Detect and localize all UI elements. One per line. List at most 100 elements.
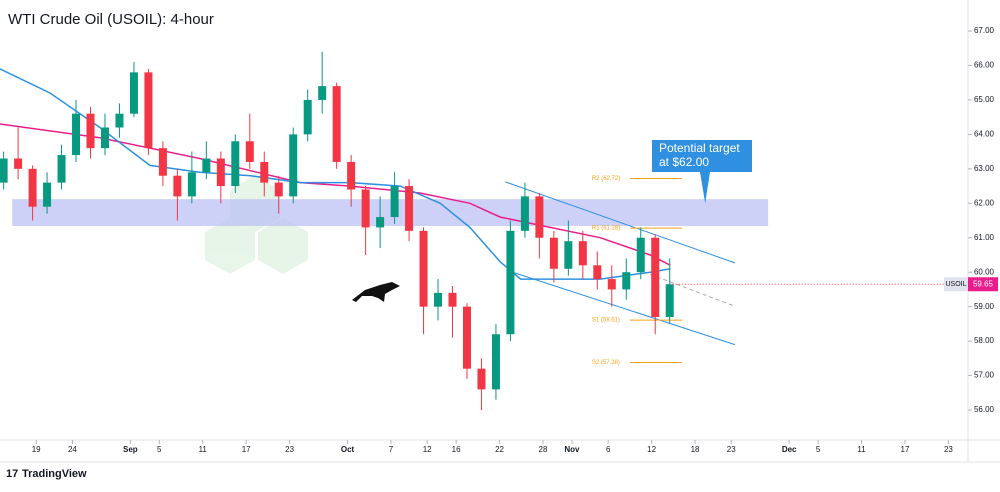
candle-body (173, 175, 182, 197)
candle-body (419, 230, 428, 307)
moving-average (0, 68, 671, 280)
x-tick-label: Oct (341, 445, 355, 454)
x-tick-label: Nov (564, 445, 580, 454)
candle-body (100, 127, 109, 149)
symbol-label: USOIL (945, 281, 966, 288)
candle-body (390, 186, 399, 218)
y-tick-label: 67.00 (974, 26, 995, 35)
candle-body (636, 237, 645, 273)
bull-icon (352, 282, 400, 302)
y-tick-label: 61.00 (974, 233, 995, 242)
brand-logo: 17 (6, 468, 18, 480)
y-tick-label: 56.00 (974, 405, 995, 414)
candle-body (260, 161, 269, 183)
x-tick-label: 23 (727, 445, 736, 454)
moving-average (0, 123, 671, 266)
candle-body (86, 113, 95, 149)
x-tick-label: 19 (32, 445, 41, 454)
candle-body (28, 168, 37, 207)
brand: 17 TradingView (6, 468, 87, 480)
candle-body (129, 72, 138, 114)
price-tag (968, 277, 998, 292)
x-tick-label: 24 (68, 445, 77, 454)
price-label: 59.65 (973, 279, 994, 288)
y-tick-label: 62.00 (974, 198, 995, 207)
x-tick-label: 11 (199, 445, 208, 454)
candle-body (665, 284, 674, 317)
candle-body (607, 279, 616, 290)
candle-body (593, 265, 602, 280)
candle-body (158, 148, 167, 176)
y-tick-label: 64.00 (974, 129, 995, 138)
callout-box (652, 140, 752, 204)
channel-midline (650, 273, 736, 307)
x-tick-label: Dec (782, 445, 797, 454)
x-tick-label: 11 (857, 445, 866, 454)
x-tick-label: 22 (495, 445, 504, 454)
candle-body (448, 292, 457, 307)
callout-text: Potential target (659, 141, 740, 155)
pivot-label: R1 (61.28) (592, 226, 620, 232)
candle-body (72, 113, 81, 156)
candle-body (231, 141, 240, 187)
candle-body (564, 241, 573, 269)
chart-title: WTI Crude Oil (USOIL): 4-hour (8, 11, 214, 28)
y-tick-label: 63.00 (974, 164, 995, 173)
x-tick-label: 12 (647, 445, 656, 454)
x-tick-label: 12 (423, 445, 432, 454)
candle-body (57, 155, 66, 183)
x-tick-label: 6 (606, 445, 611, 454)
candle-body (622, 272, 631, 290)
candle-body (187, 172, 196, 197)
candle-body (14, 158, 23, 169)
x-tick-label: 18 (691, 445, 700, 454)
candle-body (361, 189, 370, 228)
pivot-label: R2 (62.72) (592, 176, 620, 182)
x-tick-label: 5 (157, 445, 162, 454)
channel-line (510, 271, 736, 346)
x-tick-label: 28 (539, 445, 548, 454)
channel-line (505, 181, 736, 264)
candle-body (520, 196, 529, 231)
candle-body (578, 241, 587, 266)
candle-body (202, 158, 211, 173)
x-tick-label: 5 (816, 445, 821, 454)
candle-body (405, 186, 414, 231)
candle-body (332, 86, 341, 162)
y-tick-label: 57.00 (974, 371, 995, 380)
candle-body (303, 99, 312, 135)
candle-body (506, 230, 515, 335)
brand-name: TradingView (22, 468, 87, 480)
symbol-tag (944, 277, 968, 292)
candle-body (462, 306, 471, 369)
x-tick-label: 23 (285, 445, 294, 454)
candle-body (289, 134, 298, 197)
candle-body (347, 161, 356, 190)
pivot-label: S1 (58.61) (592, 318, 620, 324)
x-tick-label: 23 (944, 445, 953, 454)
candle-body (274, 182, 283, 197)
y-tick-label: 60.00 (974, 267, 995, 276)
support-zone (12, 199, 769, 227)
candle-body (651, 237, 660, 317)
candle-body (549, 237, 558, 269)
y-tick-label: 66.00 (974, 61, 995, 70)
candle-body (43, 182, 52, 207)
candle-body (0, 158, 8, 183)
x-tick-label: 17 (901, 445, 910, 454)
candle-body (318, 86, 327, 100)
candle-body (115, 113, 124, 128)
x-tick-label: 17 (242, 445, 251, 454)
callout-text: at $62.00 (659, 155, 709, 169)
y-tick-label: 59.00 (974, 302, 995, 311)
candle-body (144, 72, 153, 149)
pivot-label: S2 (57.38) (592, 360, 620, 366)
candle-body (491, 334, 500, 390)
candle-body (535, 196, 544, 238)
candle-body (376, 217, 385, 228)
x-tick-label: Sep (123, 445, 138, 454)
candle-body (216, 158, 225, 187)
candle-body (245, 141, 254, 162)
y-tick-label: 58.00 (974, 336, 995, 345)
